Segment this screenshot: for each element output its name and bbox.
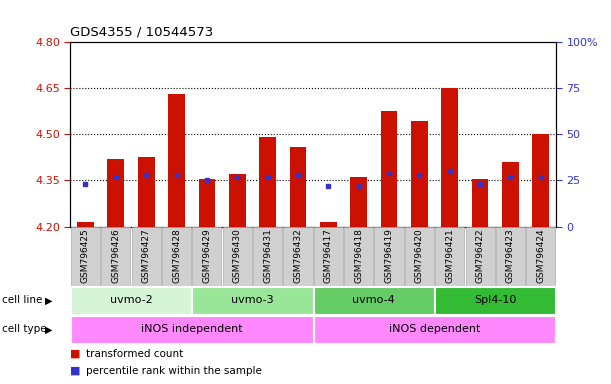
Bar [381, 111, 397, 227]
Bar [290, 147, 306, 227]
Bar [222, 227, 252, 286]
Text: uvmo-4: uvmo-4 [353, 295, 395, 306]
Bar [253, 227, 282, 286]
Text: transformed count: transformed count [86, 349, 183, 359]
Text: GSM796432: GSM796432 [293, 228, 302, 283]
Text: uvmo-3: uvmo-3 [231, 295, 274, 306]
Text: cell type: cell type [2, 324, 46, 334]
Text: ▶: ▶ [45, 324, 52, 334]
Text: GSM796428: GSM796428 [172, 228, 181, 283]
Bar [435, 227, 464, 286]
Text: cell line: cell line [2, 295, 42, 306]
Text: GSM796427: GSM796427 [142, 228, 151, 283]
Bar [466, 227, 495, 286]
Text: GSM796419: GSM796419 [384, 228, 393, 283]
Text: ■: ■ [70, 366, 81, 376]
Bar [405, 227, 434, 286]
Text: GSM796423: GSM796423 [506, 228, 515, 283]
Bar [526, 227, 555, 286]
Bar [138, 157, 155, 227]
Bar [192, 227, 221, 286]
Text: iNOS dependent: iNOS dependent [389, 324, 480, 334]
Text: GSM796424: GSM796424 [536, 228, 546, 283]
Bar [313, 316, 555, 343]
Bar [313, 287, 434, 314]
Bar [435, 287, 555, 314]
Bar [313, 227, 343, 286]
Bar [344, 227, 373, 286]
Bar [350, 177, 367, 227]
Bar [162, 227, 191, 286]
Bar [259, 137, 276, 227]
Bar [108, 159, 124, 227]
Text: GDS4355 / 10544573: GDS4355 / 10544573 [70, 25, 213, 38]
Bar [229, 174, 246, 227]
Text: GSM796431: GSM796431 [263, 228, 272, 283]
Text: GSM796418: GSM796418 [354, 228, 363, 283]
Bar [131, 227, 161, 286]
Text: uvmo-2: uvmo-2 [109, 295, 152, 306]
Text: GSM796429: GSM796429 [202, 228, 211, 283]
Bar [411, 121, 428, 227]
Bar [496, 227, 525, 286]
Text: percentile rank within the sample: percentile rank within the sample [86, 366, 262, 376]
Bar [71, 287, 191, 314]
Bar [192, 287, 313, 314]
Bar [441, 88, 458, 227]
Bar [71, 227, 100, 286]
Bar [502, 162, 519, 227]
Text: GSM796425: GSM796425 [81, 228, 90, 283]
Bar [472, 179, 488, 227]
Text: ▶: ▶ [45, 295, 52, 306]
Bar [77, 222, 94, 227]
Text: GSM796417: GSM796417 [324, 228, 333, 283]
Text: GSM796421: GSM796421 [445, 228, 454, 283]
Bar [168, 94, 185, 227]
Bar [375, 227, 404, 286]
Text: GSM796426: GSM796426 [111, 228, 120, 283]
Bar [71, 316, 313, 343]
Text: GSM796420: GSM796420 [415, 228, 424, 283]
Text: iNOS independent: iNOS independent [141, 324, 243, 334]
Bar [532, 134, 549, 227]
Text: GSM796422: GSM796422 [475, 228, 485, 283]
Bar [284, 227, 313, 286]
Text: ■: ■ [70, 349, 81, 359]
Bar [101, 227, 130, 286]
Bar [199, 179, 215, 227]
Text: Spl4-10: Spl4-10 [474, 295, 516, 306]
Bar [320, 222, 337, 227]
Text: GSM796430: GSM796430 [233, 228, 242, 283]
